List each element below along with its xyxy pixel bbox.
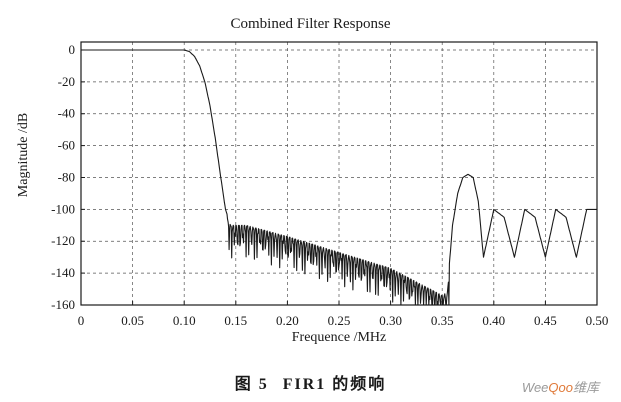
x-tick-label: 0.35	[431, 313, 454, 328]
x-tick-label: 0.30	[379, 313, 402, 328]
y-tick-label: 0	[69, 42, 76, 57]
watermark-highlight: Qoo	[548, 380, 573, 395]
x-tick-labels: 0 0.05 0.10 0.15 0.20 0.25 0.30 0.35 0.40 0.45 0.5…	[78, 313, 609, 328]
y-tick-label: -80	[58, 169, 75, 184]
y-axis-label-container: Magnitude /dB	[14, 113, 34, 197]
y-tick-labels: 0 -20 -40 -60 -80 -100 -120 -140 -160	[51, 42, 75, 312]
x-tick-label: 0.25	[328, 313, 351, 328]
x-tick-label: 0.45	[534, 313, 557, 328]
y-tick-label: -140	[51, 265, 75, 280]
figure-number: 图 5	[234, 376, 269, 393]
chart-title: Combined Filter Response	[230, 16, 391, 32]
y-axis-label: Magnitude /dB	[16, 112, 31, 198]
y-tick-label: -40	[58, 106, 75, 121]
x-tick-label: 0.20	[276, 313, 299, 328]
figure-caption-text: FIR1 的频响	[282, 376, 387, 393]
watermark-prefix: Wee	[521, 380, 549, 395]
x-tick-label: 0	[78, 313, 85, 328]
y-tick-label: -120	[51, 233, 75, 248]
x-tick-label: 0.15	[224, 313, 247, 328]
x-tick-label: 0.10	[173, 313, 196, 328]
x-axis-label: Frequence /MHz	[291, 330, 387, 345]
series-line-filter-response	[80, 49, 598, 306]
watermark-suffix: 维库	[572, 380, 599, 395]
figure-caption: 图 5 FIR1 的频响	[0, 370, 621, 394]
x-tick-label: 0.40	[482, 313, 505, 328]
watermark-logo: WeeQoo维库	[522, 377, 599, 396]
y-tick-label: -100	[51, 201, 75, 216]
x-tick-label: 0.05	[121, 313, 144, 328]
x-tick-label: 0.50	[586, 313, 609, 328]
y-tick-label: -60	[58, 138, 75, 153]
plot-frame	[80, 41, 598, 306]
y-tick-label: -160	[51, 297, 75, 312]
y-tick-label: -20	[58, 74, 75, 89]
